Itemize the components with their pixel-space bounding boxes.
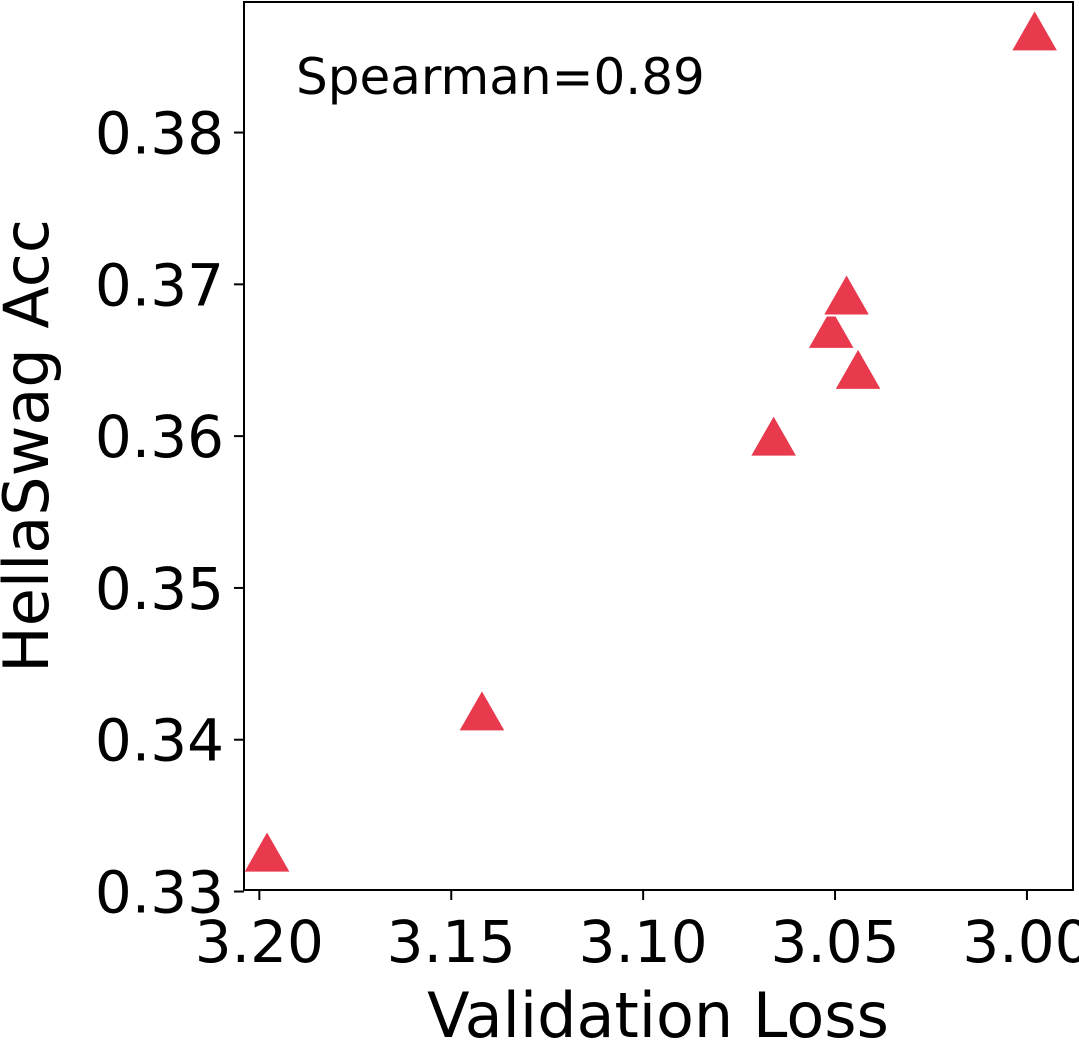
data-point-triangle <box>1008 7 1061 53</box>
data-point-triangle <box>456 687 508 733</box>
ticks-layer: 3.20 3.15 3.10 3.05 3.00 0.33 0.34 0.35 0.36 0.37… <box>95 100 1079 976</box>
x-tick-label: 3.20 <box>195 908 324 976</box>
points-layer <box>241 7 1061 874</box>
plot-area-frame <box>243 1 1074 891</box>
spearman-annotation: Spearman=0.89 <box>296 48 705 106</box>
data-point-triangle <box>241 828 293 874</box>
data-point-triangle <box>820 271 873 317</box>
y-tick-label: 0.33 <box>95 859 224 927</box>
x-tick-label: 3.10 <box>579 908 708 976</box>
y-tick-label: 0.35 <box>95 555 224 623</box>
y-axis-label: HellaSwag Acc <box>0 219 63 673</box>
data-point-triangle <box>747 412 800 458</box>
y-tick-label: 0.34 <box>95 707 224 775</box>
data-point-triangle <box>832 345 884 391</box>
x-tick-label: 3.00 <box>962 908 1079 976</box>
y-tick-label: 0.36 <box>95 403 224 471</box>
data-point-triangle <box>805 304 857 350</box>
y-tick-label: 0.38 <box>95 100 224 168</box>
x-tick-label: 3.15 <box>387 908 516 976</box>
x-tick-label: 3.05 <box>770 908 899 976</box>
x-axis-label: Validation Loss <box>427 979 889 1052</box>
y-tick-label: 0.37 <box>95 251 224 319</box>
